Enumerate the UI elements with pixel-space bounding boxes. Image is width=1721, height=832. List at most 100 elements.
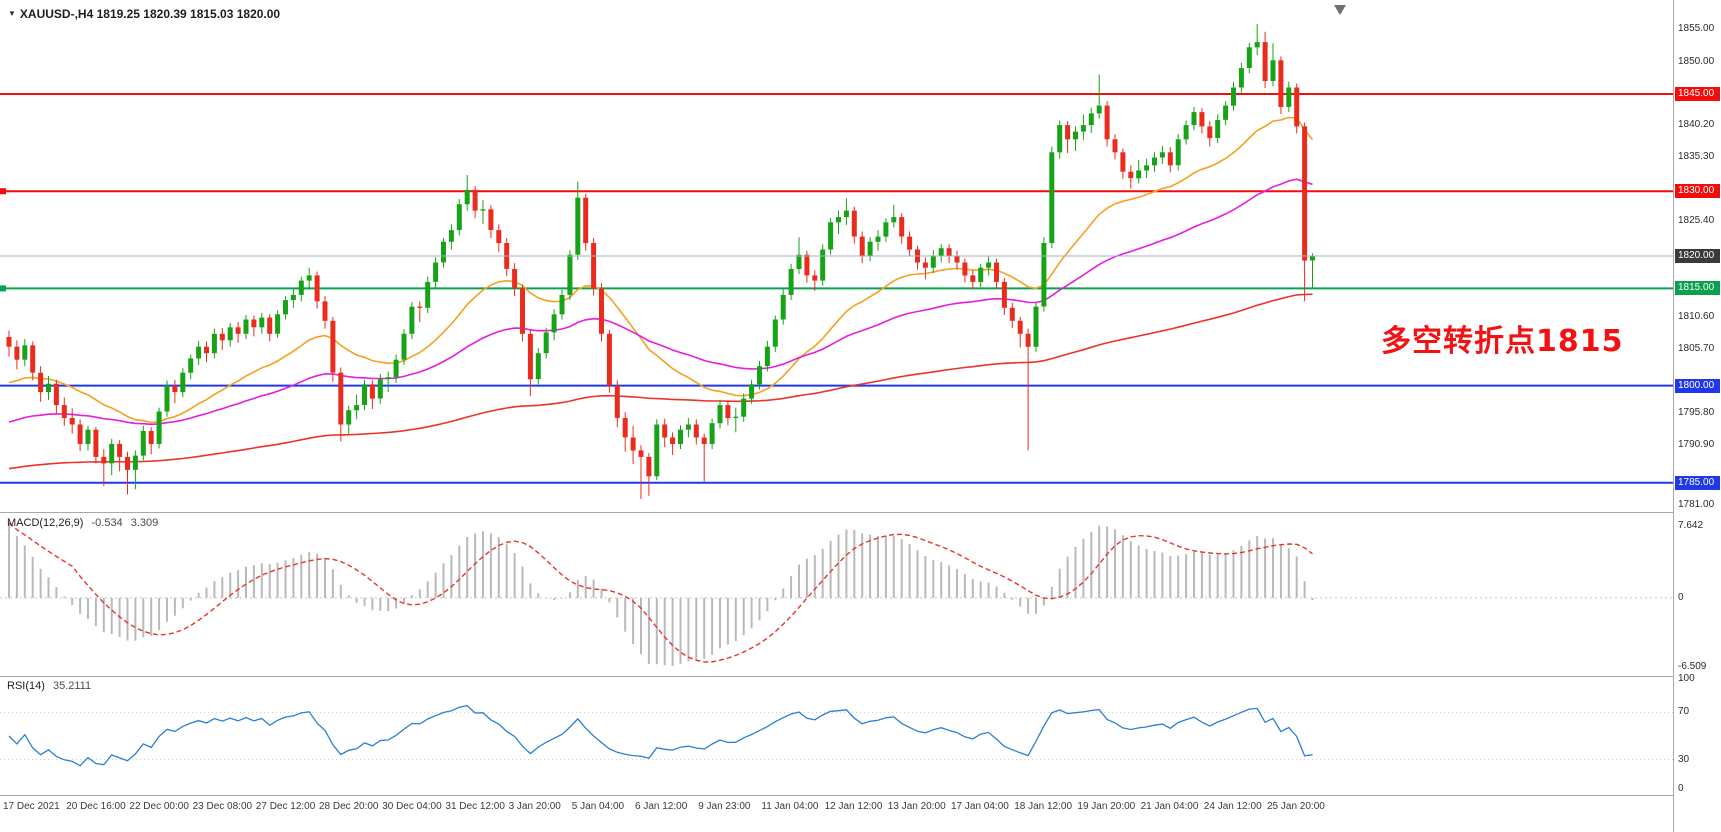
candle <box>946 244 952 264</box>
candle <box>599 283 604 342</box>
candle <box>1080 114 1086 140</box>
macd-histogram <box>8 523 1314 666</box>
time-axis-label: 24 Jan 12:00 <box>1203 801 1262 812</box>
price-line-label: 1785.00 <box>1675 475 1720 490</box>
macd-panel-separator[interactable] <box>0 512 1721 513</box>
candle <box>125 451 130 495</box>
candle <box>717 399 723 429</box>
candle <box>1191 106 1197 131</box>
candle <box>1025 328 1031 451</box>
candle <box>1159 145 1165 164</box>
price-line-label: 1815.00 <box>1675 281 1720 296</box>
candle <box>109 438 115 476</box>
candle <box>551 309 557 341</box>
axis-tick-label: 30 <box>1678 753 1690 765</box>
candle <box>701 433 707 482</box>
time-axis-label: 28 Dec 20:00 <box>319 801 379 812</box>
line-anchor-marker[interactable] <box>0 285 6 292</box>
candle <box>196 340 202 365</box>
rsi-panel-separator[interactable] <box>0 676 1721 677</box>
candle <box>1144 158 1150 179</box>
candle <box>93 427 99 464</box>
candle <box>891 204 897 228</box>
candle <box>480 200 486 225</box>
candle <box>638 445 644 499</box>
ma-line-mid <box>8 178 1313 426</box>
candle <box>38 366 44 402</box>
candle <box>172 379 178 404</box>
time-axis[interactable]: 17 Dec 2021 20 Dec 16:00 22 Dec 00:00 23 De… <box>0 796 1673 832</box>
candle <box>117 440 123 472</box>
line-anchor-marker[interactable] <box>0 188 6 195</box>
time-axis-label: 5 Jan 04:00 <box>571 801 625 812</box>
candle <box>322 296 328 329</box>
candle <box>362 379 367 411</box>
macd-value-main: -0.534 <box>91 517 123 529</box>
time-axis-label: 27 Dec 12:00 <box>255 801 316 812</box>
candle <box>662 418 668 448</box>
candle <box>235 322 241 343</box>
candle <box>306 267 312 290</box>
candle <box>828 217 834 255</box>
candle <box>1128 165 1134 189</box>
candle <box>1246 42 1252 74</box>
time-axis-label: 3 Jan 20:00 <box>508 801 561 812</box>
candle <box>1120 148 1126 179</box>
candle <box>354 394 360 420</box>
candle <box>1238 62 1244 93</box>
candle <box>1096 74 1102 119</box>
time-axis-label: 9 Jan 23:00 <box>698 801 751 812</box>
price-axis[interactable]: 1855.00 1850.00 1840.20 1835.30 1825.40 1810.… <box>1673 0 1721 832</box>
candle <box>1302 122 1308 302</box>
candle <box>456 199 462 236</box>
candle <box>1207 121 1213 147</box>
candle <box>346 405 352 434</box>
candle <box>1183 120 1189 145</box>
candle <box>1175 134 1181 171</box>
time-axis-label: 11 Jan 04:00 <box>761 801 819 812</box>
axis-tick-label: 1835.30 <box>1678 150 1715 162</box>
time-axis-label: 25 Jan 20:00 <box>1267 801 1325 812</box>
symbol-ohlc-text: XAUUSD-,H4 1819.25 1820.39 1815.03 1820.… <box>19 7 281 21</box>
candle <box>101 449 107 487</box>
candle <box>85 425 91 451</box>
symbol-dropdown-icon[interactable]: ▼ <box>8 9 16 18</box>
candle <box>1009 302 1015 328</box>
candle <box>1136 160 1142 184</box>
time-axis-label: 6 Jan 12:00 <box>635 801 688 812</box>
candle <box>1231 81 1236 111</box>
candle <box>764 340 770 372</box>
candle <box>1001 278 1007 315</box>
candle <box>77 419 83 452</box>
candle <box>591 237 597 296</box>
axis-tick-label: -6.509 <box>1678 661 1707 672</box>
candle <box>535 348 541 385</box>
candle <box>156 407 162 449</box>
candle <box>441 237 446 268</box>
time-axis-label: 31 Dec 12:00 <box>445 801 505 812</box>
candle <box>678 425 683 450</box>
rsi-line <box>8 704 1313 767</box>
axis-tick-label: 1781.00 <box>1678 499 1715 510</box>
candle <box>670 432 676 455</box>
candle <box>188 354 194 380</box>
annotation-text: 多空转折点1815 <box>1381 324 1624 359</box>
chart-canvas[interactable] <box>0 0 1673 832</box>
candle <box>472 186 478 219</box>
candle <box>204 341 209 363</box>
macd-label: MACD(12,26,9) -0.534 3.309 <box>7 517 158 529</box>
candle <box>1278 56 1284 115</box>
candle <box>180 368 186 398</box>
candle <box>994 258 999 290</box>
chart-shift-marker-icon[interactable] <box>1334 5 1346 15</box>
candle <box>867 237 873 262</box>
time-axis-label: 23 Dec 08:00 <box>192 801 253 812</box>
axis-tick-label: 1855.00 <box>1678 23 1715 35</box>
candle <box>622 412 628 452</box>
candle <box>393 354 399 383</box>
candle <box>883 218 889 242</box>
candle <box>219 327 225 350</box>
candle <box>1033 302 1039 352</box>
candle <box>512 263 518 297</box>
candle <box>780 289 786 325</box>
